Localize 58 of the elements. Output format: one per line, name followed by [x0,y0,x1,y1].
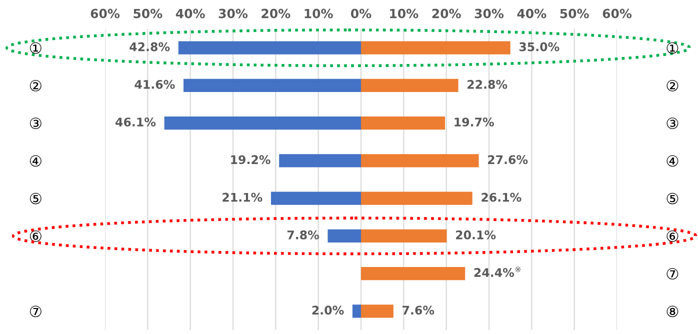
x-tick-label: 20% [432,8,461,18]
y2-tick-label: ⑥ [666,230,678,242]
y-tick-label: ④ [30,155,42,167]
data-label: 41.6% [134,80,175,89]
x-tick-label: 10% [390,8,418,18]
data-label: 21.1% [222,192,262,202]
x-tick-label: 30% [218,8,248,18]
bar [361,41,510,54]
x-tick-label: 60% [90,8,120,18]
y2-tick-label: ⑤ [666,192,678,204]
y-tick-label: ③ [30,118,42,130]
bar [361,304,394,318]
x-tick-label: 40% [176,8,205,18]
bar [361,78,458,92]
data-label: 24.4%$^{※}$ [474,266,521,277]
bar [328,229,361,243]
data-label: 46.1% [116,118,156,126]
bar [361,192,472,205]
data-label: 20.1% [456,230,496,240]
x-tick-label: 50% [134,8,162,18]
bar [178,41,361,54]
y2-tick-label: ④ [666,155,678,167]
x-tick-label: 10% [304,8,333,18]
data-label: 7.6% [402,306,434,315]
data-label: 26.1% [482,192,522,202]
y-tick-label: ① [30,42,42,54]
x-tick-label: 50% [560,8,589,18]
data-label: 35.0% [519,42,560,52]
bar [361,229,447,243]
y2-tick-label: ⑧ [666,306,678,318]
y2-tick-label: ③ [666,118,678,130]
y-tick-label: ② [30,80,42,92]
data-label: 2.0% [312,306,344,315]
data-label: 19.7% [454,118,494,126]
y-tick-label: ⑦ [30,306,42,318]
x-tick-label: 40% [517,8,546,18]
x-tick-label: 0% [350,8,372,18]
bar [361,154,479,168]
bar [361,116,446,130]
data-label: 42.8% [130,42,170,52]
x-tick-label: 20% [262,8,290,18]
x-tick-label: 30% [474,8,504,18]
y-tick-label: ⑥ [30,230,42,242]
y-tick-label: ⑤ [30,192,42,204]
data-label: 22.8% [468,80,508,89]
data-label: 27.6% [488,155,528,164]
bar [279,154,361,168]
bar [352,304,361,318]
x-tick-label: 60% [602,8,632,18]
bar [361,266,466,280]
data-label: 19.2% [231,155,270,164]
bar [164,116,361,130]
bar [270,192,361,205]
y2-tick-label: ② [666,80,678,92]
data-label: 7.8% [287,230,320,240]
y2-tick-label: ① [666,42,678,54]
y2-tick-label: ⑦ [666,268,678,280]
bar [184,78,361,92]
